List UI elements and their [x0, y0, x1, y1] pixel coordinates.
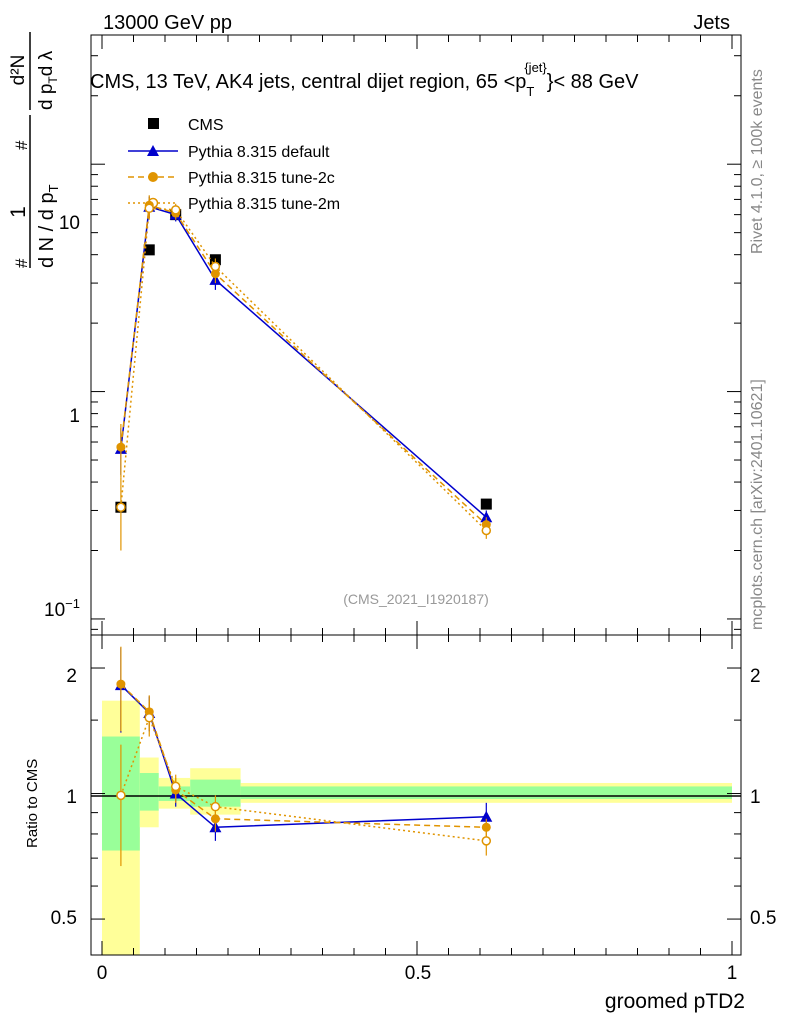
y-title-hash-2: #: [12, 140, 31, 150]
energy-label: 13000 GeV pp: [103, 12, 232, 34]
ratio-tune2m-point: [170, 781, 181, 792]
legend-label-tune2c: Pythia 8.315 tune-2c: [188, 170, 335, 187]
y-title-dN: d N / d pT: [36, 184, 61, 268]
ratio-ytick-label-0.5-left: 0.5: [51, 908, 77, 929]
legend: CMS Pythia 8.315 default Pythia 8.315 tu…: [128, 117, 340, 213]
ratio-tune2m-point: [481, 836, 492, 846]
xtick-label-0.5: 0.5: [405, 963, 431, 984]
ratio-x-ticks: [101, 635, 733, 955]
main-tune2m-line: [120, 207, 487, 532]
x-axis-title: groomed pTD2: [605, 990, 745, 1013]
main-tune2c-line: [120, 204, 487, 526]
main-y-axis-title: # 1 d N / d pT # d²N d pTd λ: [7, 32, 61, 268]
ratio-y-ticks: [91, 667, 741, 920]
ratio-tune2c-point: [116, 679, 126, 689]
main-ytick-label-0.1: 10−1: [44, 596, 80, 621]
main-tune2m-point: [116, 502, 126, 512]
ratio-ytick-label-1-right: 1: [750, 787, 761, 808]
legend-marker-cms: [148, 118, 159, 129]
main-tune2m-point: [170, 205, 181, 215]
main-tune2m-point: [210, 261, 221, 272]
ratio-tune2m-point: [116, 790, 126, 801]
main-default-point: [480, 511, 493, 523]
main-ytick-label-10: 10: [59, 213, 80, 234]
rivet-label: Rivet 4.1.0, ≥ 100k events: [749, 69, 766, 254]
main-tune2c-point: [116, 442, 126, 452]
legend-label-tune2m: Pythia 8.315 tune-2m: [188, 196, 340, 213]
ratio-ytick-label-2-left: 2: [66, 666, 77, 687]
ratio-band-green: [139, 773, 159, 811]
ratio-default-point: [480, 810, 493, 822]
main-tune2m-point: [481, 525, 492, 536]
ratio-data-layer: [114, 646, 493, 867]
legend-marker-tune2c: [148, 172, 158, 182]
plot-title: CMS, 13 TeV, AK4 jets, central dijet reg…: [90, 60, 639, 99]
xtick-label-1: 1: [727, 963, 738, 984]
category-label: Jets: [693, 12, 730, 34]
y-title-one: 1: [7, 206, 30, 218]
legend-label-default: Pythia 8.315 default: [188, 144, 330, 161]
legend-label-cms: CMS: [188, 117, 224, 134]
y-title-d2N: d²N: [8, 55, 29, 86]
ratio-tune2m-point: [210, 801, 221, 812]
main-default-line: [120, 205, 487, 518]
main-x-ticks: [101, 35, 733, 635]
ratio-tune2m-point: [144, 712, 154, 723]
y-title-hash-1: #: [12, 258, 31, 268]
ratio-band-green: [240, 786, 732, 800]
main-data-layer: [114, 195, 493, 551]
ratio-uncertainty-bands: [102, 700, 732, 955]
xtick-label-0: 0: [97, 963, 108, 984]
main-cms-point: [480, 498, 492, 510]
ratio-ytick-label-1-left: 1: [66, 787, 77, 808]
main-cms-point: [143, 244, 155, 256]
main-y-ticks: [91, 55, 741, 630]
ratio-panel-frame: [90, 634, 742, 956]
legend-marker-default: [147, 145, 159, 156]
ratio-ytick-label-0.5-right: 0.5: [750, 908, 776, 929]
mcplots-label: mcplots.cern.ch [arXiv:2401.10621]: [749, 379, 766, 630]
ratio-ytick-label-2-right: 2: [750, 666, 761, 687]
ratio-y-axis-title: Ratio to CMS: [24, 759, 41, 848]
y-title-dpT: d pTd λ: [36, 50, 60, 110]
analysis-id-label: (CMS_2021_I1920187): [343, 591, 489, 607]
main-tune2m-point: [144, 203, 154, 214]
main-ytick-label-1: 1: [69, 406, 80, 427]
